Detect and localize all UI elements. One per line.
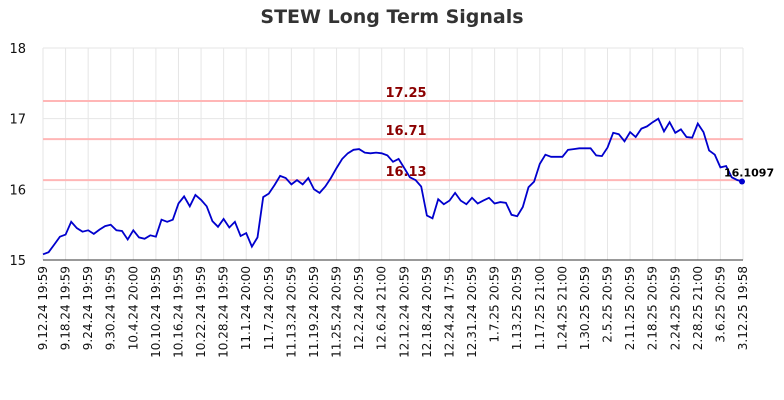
x-tick-label: 2.18.25 20:59 <box>646 266 660 350</box>
chart-title: STEW Long Term Signals <box>260 6 524 28</box>
x-tick-label: 1.13.25 20:59 <box>510 266 524 350</box>
y-tick-label: 15 <box>9 254 26 269</box>
x-tick-label: 9.30.24 19:59 <box>104 266 118 350</box>
x-tick-label: 12.31.24 20:59 <box>465 266 479 358</box>
x-tick-label: 12.12.24 20:59 <box>397 266 411 358</box>
price-series-line <box>42 117 744 256</box>
level-label: 16.71 <box>385 124 426 139</box>
y-tick-label: 17 <box>9 113 26 128</box>
x-tick-label: 10.4.24 20:00 <box>126 266 140 350</box>
level-label: 17.25 <box>385 86 426 101</box>
x-tick-label: 1.7.25 20:59 <box>488 266 502 343</box>
x-tick-label: 2.5.25 20:59 <box>601 266 615 343</box>
x-tick-label: 11.19.24 20:59 <box>307 266 321 358</box>
x-tick-label: 10.22.24 19:59 <box>194 266 208 358</box>
x-tick-label: 1.24.25 21:00 <box>555 266 569 350</box>
x-tick-label: 10.16.24 19:59 <box>171 266 185 358</box>
x-tick-label: 12.2.24 20:59 <box>352 266 366 350</box>
x-tick-label: 2.11.25 20:59 <box>623 266 637 350</box>
x-tick-label: 11.13.24 20:59 <box>284 266 298 358</box>
last-value-label: 16.1097 <box>724 167 774 180</box>
x-tick-label: 11.1.24 20:00 <box>239 266 253 350</box>
y-tick-label: 18 <box>9 42 26 57</box>
y-tick-label: 16 <box>9 183 26 198</box>
x-tick-label: 1.30.25 20:59 <box>578 266 592 350</box>
x-tick-label: 1.17.25 21:00 <box>533 266 547 350</box>
x-tick-label: 2.28.25 21:00 <box>691 266 705 350</box>
x-tick-label: 11.25.24 20:59 <box>330 266 344 358</box>
x-tick-label: 10.10.24 19:59 <box>149 266 163 358</box>
x-tick-label: 9.24.24 19:59 <box>81 266 95 350</box>
level-label: 16.13 <box>385 165 426 180</box>
x-tick-label: 3.6.25 20:59 <box>713 266 727 343</box>
x-tick-label: 12.24.24 17:59 <box>442 266 456 358</box>
x-tick-label: 11.7.24 20:59 <box>262 266 276 350</box>
x-tick-label: 9.12.24 19:59 <box>36 266 50 350</box>
x-tick-label: 12.6.24 21:00 <box>375 266 389 350</box>
x-tick-label: 12.18.24 20:59 <box>420 266 434 358</box>
x-tick-label: 3.12.25 19:58 <box>736 266 750 350</box>
x-tick-label: 10.28.24 19:59 <box>217 266 231 358</box>
x-tick-label: 9.18.24 19:59 <box>59 266 73 350</box>
last-point-marker <box>739 178 745 185</box>
x-tick-label: 2.24.25 20:59 <box>668 266 682 350</box>
